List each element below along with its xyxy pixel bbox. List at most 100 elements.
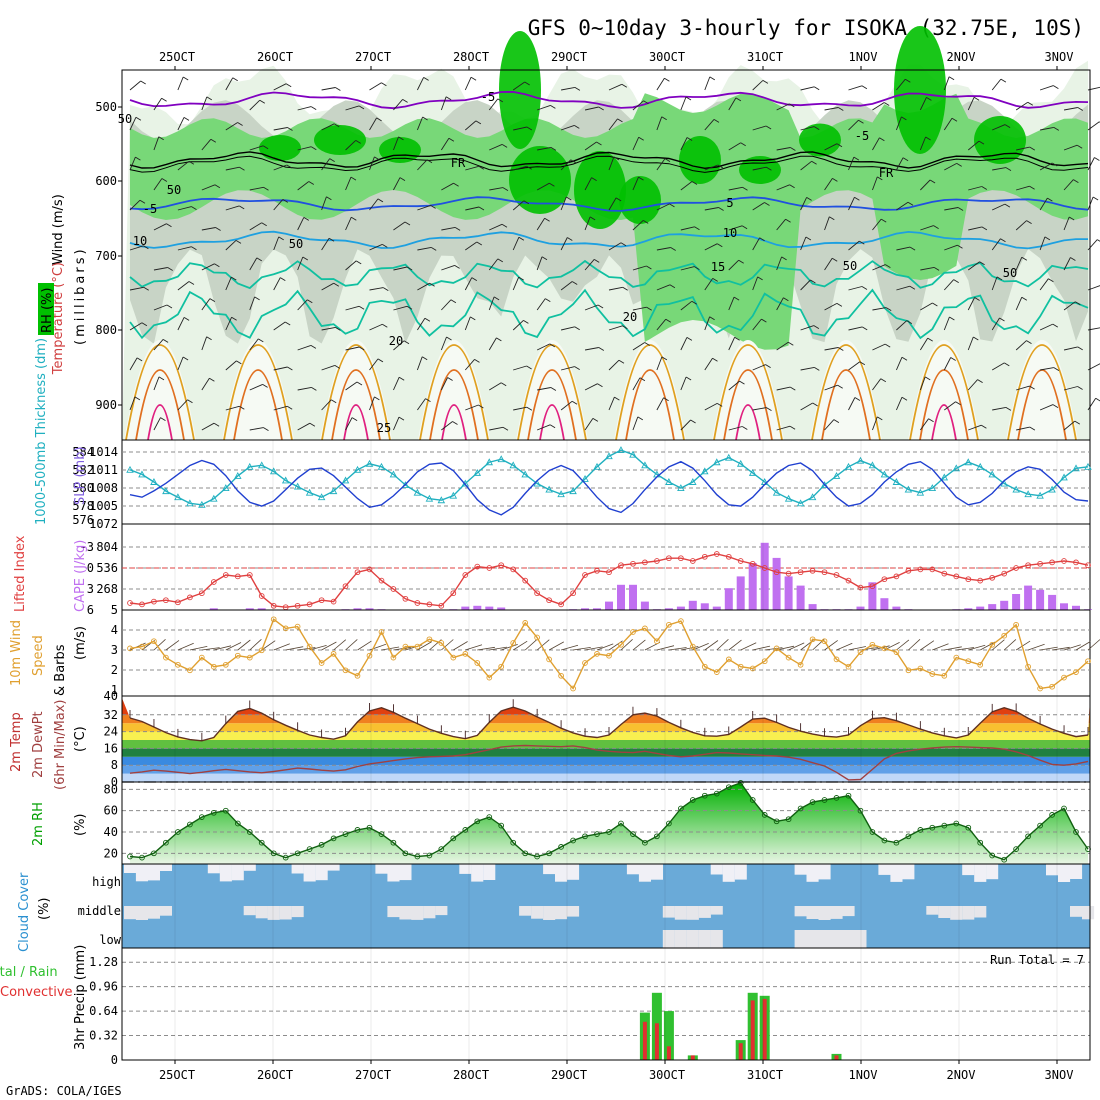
wind-10m-barb bbox=[573, 647, 591, 651]
wind-barb-flag bbox=[376, 117, 382, 122]
wind-barb-flag bbox=[1044, 236, 1051, 241]
wind-barb-flag bbox=[1029, 385, 1035, 390]
wind-barb bbox=[536, 298, 546, 311]
cape-bar bbox=[617, 584, 625, 610]
wind-barb bbox=[584, 347, 599, 351]
wind-barb-flag bbox=[404, 221, 411, 226]
wind-barb-flag bbox=[330, 399, 337, 404]
rh-2m-point bbox=[881, 837, 888, 844]
wind-barb-flag bbox=[621, 83, 628, 88]
wind-barb-flag bbox=[861, 286, 868, 290]
lifted-index-point bbox=[474, 563, 481, 570]
lifted-index-point bbox=[1061, 558, 1067, 564]
cape-bar bbox=[365, 608, 374, 610]
wind-barb bbox=[321, 282, 335, 291]
cape-bar bbox=[257, 608, 266, 610]
wind-barb bbox=[656, 247, 671, 251]
wind-barb bbox=[536, 182, 550, 191]
top-date-label: 28OCT bbox=[453, 50, 489, 64]
wind-barb bbox=[249, 145, 264, 151]
wind-barb bbox=[968, 226, 982, 231]
thickness-point bbox=[689, 478, 697, 485]
wind-speed-point bbox=[558, 672, 564, 679]
thickness-point bbox=[509, 461, 517, 469]
wind-barb bbox=[824, 216, 830, 231]
cloud-middle-gap bbox=[686, 906, 699, 920]
temp-contour-30 bbox=[527, 369, 577, 441]
cloud-middle-gap bbox=[255, 906, 268, 919]
cloud-middle-gap bbox=[567, 906, 580, 917]
wind-barb bbox=[584, 106, 599, 111]
upper-air-panel: -5 -5 FR FR -5 5 10 10 15 20 20 25 50 50 50 50 50 500 600… bbox=[38, 26, 1100, 441]
thickness-point bbox=[617, 446, 625, 454]
wind-barb bbox=[297, 386, 312, 391]
wind-barb-flag bbox=[454, 265, 460, 269]
contour-label: 50 bbox=[118, 112, 132, 126]
wind-10m-barb bbox=[1015, 640, 1031, 651]
wind-barb bbox=[273, 164, 287, 171]
wind-barb bbox=[656, 158, 666, 171]
wind-barb bbox=[656, 318, 667, 331]
thickness-point bbox=[928, 484, 937, 492]
wind-barb-flag bbox=[446, 336, 452, 341]
wind-barb-flag bbox=[335, 87, 341, 91]
thickness-point bbox=[736, 459, 745, 467]
wind-speed-line bbox=[129, 618, 1089, 690]
rh-2m-point bbox=[893, 839, 900, 846]
wind-barb-flag bbox=[453, 182, 459, 187]
wind-barb bbox=[920, 225, 934, 231]
wind-barb bbox=[680, 181, 693, 191]
wind-barb-flag bbox=[523, 200, 530, 205]
wind-barb bbox=[560, 326, 575, 331]
wind-speed-point bbox=[642, 625, 648, 632]
wind-10m-barb bbox=[584, 646, 603, 651]
wind-barb bbox=[560, 159, 572, 171]
wind-barb-flag bbox=[933, 225, 939, 229]
lifted-index-point bbox=[654, 558, 660, 564]
wind-barb bbox=[824, 419, 835, 431]
wind-barb bbox=[297, 422, 311, 431]
wind-barb-flag bbox=[574, 366, 580, 370]
rh-high-cell bbox=[894, 26, 946, 154]
wind-barb bbox=[872, 137, 880, 151]
bottom-date-label: 31OCT bbox=[747, 1068, 783, 1082]
lifted-index-point bbox=[246, 572, 253, 578]
wind-speed-point bbox=[977, 661, 984, 668]
wind-barb-flag bbox=[977, 379, 983, 383]
wind-barb bbox=[608, 286, 623, 291]
cape-bar bbox=[760, 542, 769, 610]
rh-high-cell bbox=[509, 146, 571, 214]
cloud-high-gap bbox=[459, 864, 472, 874]
top-date-label: 3NOV bbox=[1045, 50, 1074, 64]
wind-barb-flag bbox=[669, 284, 676, 289]
wind-barb-flag bbox=[377, 358, 384, 363]
top-date-label: 26OCT bbox=[257, 50, 293, 64]
wind-barb-flag bbox=[909, 246, 916, 251]
rh-2m-panel: 80 60 40 20 2m RH (%) bbox=[31, 780, 1091, 865]
wind-barb bbox=[848, 326, 863, 331]
lifted-index-point bbox=[809, 567, 816, 574]
wind-barb bbox=[967, 97, 975, 111]
wind-barb bbox=[560, 124, 575, 131]
wind-speed-point bbox=[845, 663, 852, 670]
wind-barb bbox=[728, 97, 737, 111]
wind-barb-flag bbox=[478, 206, 485, 211]
cloud-high-gap bbox=[135, 864, 148, 882]
wind-barb bbox=[297, 106, 312, 111]
wind-barb-flag bbox=[810, 279, 816, 284]
rh-2m-point bbox=[187, 821, 193, 828]
wind-barb bbox=[177, 117, 185, 131]
wind-barb bbox=[1063, 346, 1078, 351]
rh-2m-point bbox=[606, 829, 612, 835]
wind-barb-flag bbox=[1051, 162, 1058, 167]
wind-barb-flag bbox=[829, 216, 835, 221]
wind-barb-flag bbox=[278, 236, 284, 241]
wind-barb bbox=[632, 377, 641, 391]
wind-speed-point bbox=[546, 656, 552, 663]
cloud-high-gap bbox=[1070, 864, 1083, 879]
lifted-index-point bbox=[929, 566, 936, 573]
wind-barb bbox=[584, 418, 594, 431]
wind-speed-point bbox=[1085, 658, 1091, 665]
thickness-point bbox=[1012, 485, 1020, 493]
lifted-index-point bbox=[534, 590, 540, 597]
